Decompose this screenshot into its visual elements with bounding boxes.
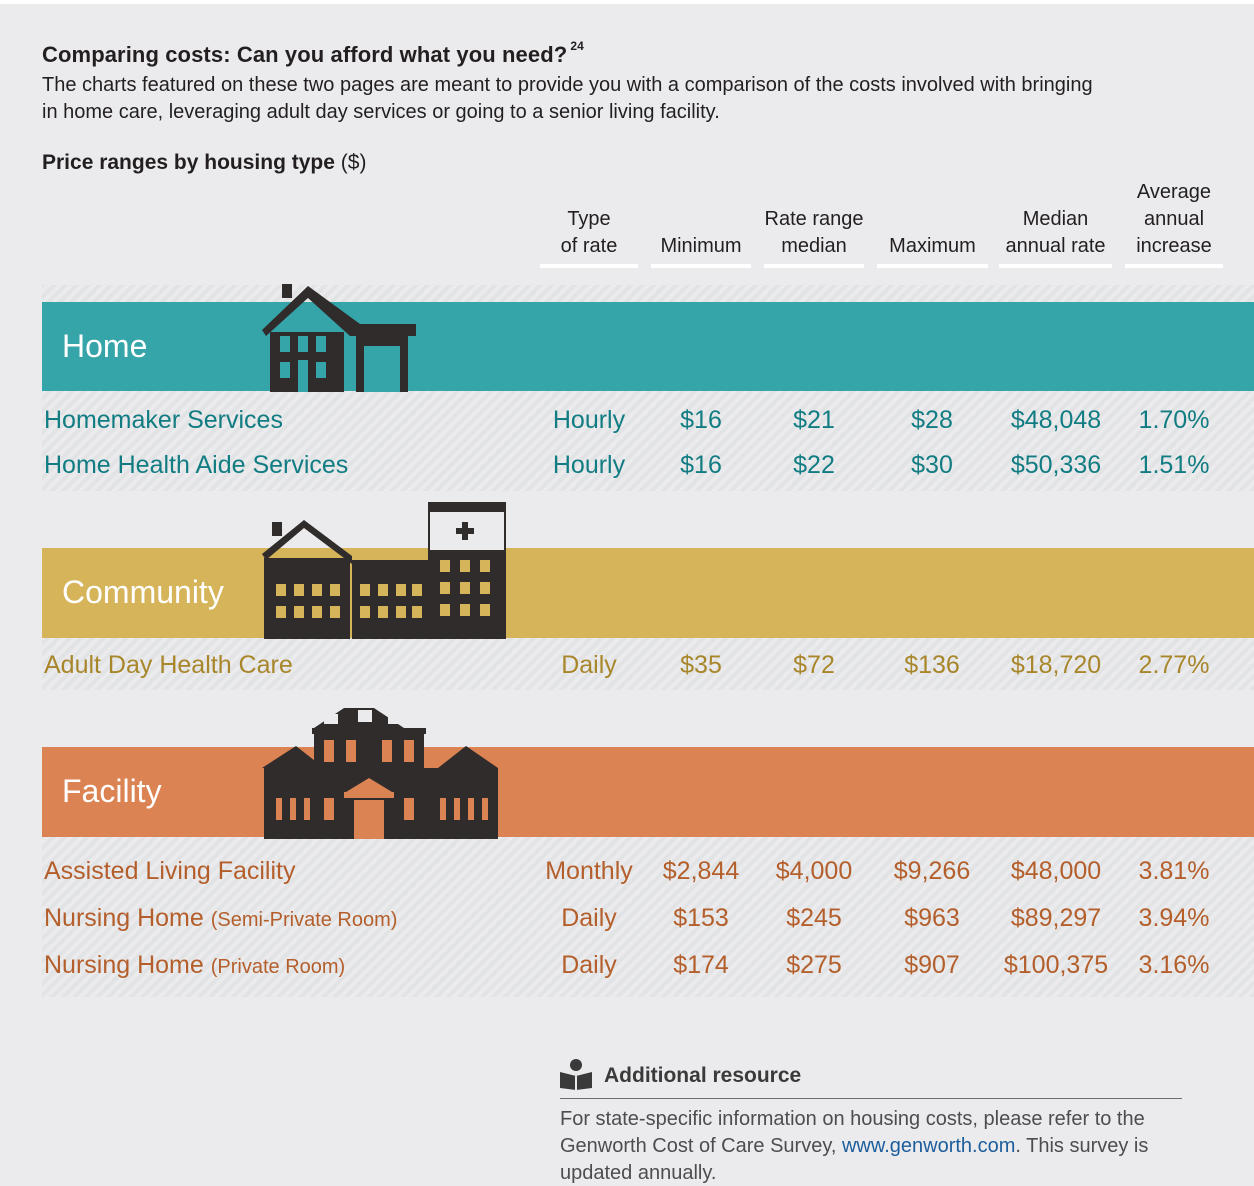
col-average-annual-increase: Average annual increase (1125, 172, 1223, 268)
cell-median: $245 (786, 904, 842, 932)
table-row: Homemaker Services Hourly $16 $21 $28 $48,048… (0, 406, 1254, 450)
table-row: Adult Day Health Care Daily $35 $72 $136 $18,… (0, 651, 1254, 695)
additional-resource-title: Additional resource (604, 1064, 802, 1087)
cell-median: $21 (793, 406, 835, 434)
row-name: Assisted Living Facility (44, 857, 296, 885)
house-icon (262, 284, 416, 392)
cell-increase: 3.16% (1138, 951, 1210, 979)
cell-type: Daily (561, 904, 617, 932)
cell-type: Monthly (545, 857, 633, 885)
cell-increase: 1.70% (1138, 406, 1210, 434)
table-title: Price ranges by housing type ($) (42, 151, 367, 174)
cell-min: $16 (680, 406, 722, 434)
cell-annual: $89,297 (1010, 904, 1102, 932)
divider (560, 1098, 1182, 1099)
cell-median: $72 (793, 651, 835, 679)
col-rate-range-median: Rate range median (764, 172, 864, 268)
facility-section-background (42, 837, 1254, 997)
page-heading: Comparing costs: Can you afford what you… (42, 38, 584, 67)
home-band: Home (42, 302, 1254, 391)
col-maximum: Maximum (877, 172, 988, 268)
cell-increase: 3.94% (1138, 904, 1210, 932)
community-band: Community (42, 548, 1254, 638)
cell-max: $30 (911, 451, 953, 479)
row-name-qualifier: (Private Room) (210, 956, 346, 978)
facility-band: Facility (42, 747, 1254, 837)
cell-median: $22 (793, 451, 835, 479)
table-row: Assisted Living Facility Monthly $2,844 $4,… (0, 857, 1254, 901)
row-name: Homemaker Services (44, 406, 283, 434)
cell-annual: $100,375 (1003, 951, 1109, 979)
cell-type: Hourly (552, 406, 626, 434)
col-type-of-rate: Type of rate (540, 172, 638, 268)
additional-resource-text: For state-specific information on housin… (560, 1108, 1149, 1184)
row-name: Adult Day Health Care (44, 651, 293, 679)
cell-annual: $50,336 (1010, 451, 1102, 479)
community-buildings-icon (262, 502, 506, 639)
cell-max: $963 (904, 904, 960, 932)
cell-median: $4,000 (775, 857, 853, 885)
cell-annual: $48,048 (1010, 406, 1102, 434)
community-section-background (42, 638, 1254, 690)
table-row: Home Health Aide Services Hourly $16 $22 $30… (0, 451, 1254, 495)
home-label: Home (62, 328, 148, 364)
cell-type: Daily (561, 651, 617, 679)
cell-increase: 3.81% (1138, 857, 1210, 885)
cell-min: $174 (673, 951, 729, 979)
cell-annual: $18,720 (1010, 651, 1102, 679)
cell-min: $35 (680, 651, 722, 679)
cell-increase: 1.51% (1138, 451, 1210, 479)
intro-paragraph: The charts featured on these two pages a… (42, 74, 1093, 123)
reader-book-icon (560, 1059, 592, 1090)
row-name: Home Health Aide Services (44, 451, 349, 479)
cell-max: $907 (904, 951, 960, 979)
table-row: Nursing Home (Private Room) Daily $174 $275… (0, 951, 1254, 995)
row-name: Nursing Home (Semi-Private Room) (44, 904, 398, 932)
row-name-qualifier: (Semi-Private Room) (210, 909, 398, 931)
row-name: Nursing Home (Private Room) (44, 951, 346, 979)
cell-median: $275 (786, 951, 842, 979)
col-minimum: Minimum (651, 172, 751, 268)
facility-label: Facility (62, 773, 162, 809)
footnote-ref: 24 (570, 38, 584, 53)
col-median-annual-rate: Median annual rate (999, 172, 1112, 268)
genworth-link[interactable]: www.genworth.com (841, 1135, 1016, 1157)
cell-increase: 2.77% (1138, 651, 1210, 679)
cell-max: $28 (911, 406, 953, 434)
cell-max: $9,266 (893, 857, 971, 885)
table-row: Nursing Home (Semi-Private Room) Daily $15… (0, 904, 1254, 948)
cell-min: $2,844 (662, 857, 740, 885)
table-unit: ($) (340, 151, 367, 174)
cell-type: Hourly (552, 451, 626, 479)
page: Comparing costs: Can you afford what you… (0, 4, 1254, 1186)
cell-type: Daily (561, 951, 617, 979)
community-label: Community (62, 574, 224, 610)
cell-min: $153 (673, 904, 729, 932)
cell-max: $136 (904, 651, 960, 679)
facility-building-icon (262, 708, 498, 839)
cell-min: $16 (680, 451, 722, 479)
cell-annual: $48,000 (1010, 857, 1102, 885)
